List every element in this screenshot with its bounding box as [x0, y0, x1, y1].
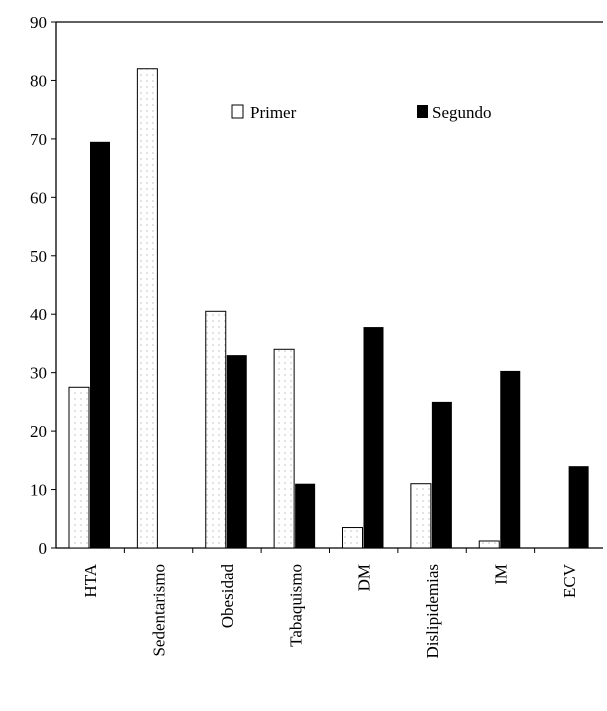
x-category-label: DM — [355, 564, 374, 591]
bar-primer — [136, 68, 158, 549]
y-tick-label: 0 — [39, 539, 48, 558]
bar-segundo — [500, 370, 521, 548]
legend-swatch-primer — [231, 104, 244, 119]
x-axis: HTA Sedentarismo Obesidad Tabaquismo DM Disli… — [81, 548, 579, 658]
bar-segundo — [431, 401, 452, 548]
x-category-label: Dislipidemias — [423, 564, 442, 658]
bar-segundo — [226, 355, 247, 548]
x-category-label: Sedentarismo — [150, 564, 169, 657]
bar-primer — [68, 386, 90, 549]
legend-label-segundo: Segundo — [432, 103, 492, 122]
bar-primer — [205, 310, 227, 549]
y-tick-label: 30 — [30, 364, 47, 383]
x-category-label: Obesidad — [218, 564, 237, 629]
bar-segundo — [363, 327, 384, 548]
bar-segundo — [568, 466, 589, 548]
y-tick-label: 70 — [30, 130, 47, 149]
bar-segundo — [295, 483, 316, 548]
y-tick-label: 40 — [30, 305, 47, 324]
legend-label-primer: Primer — [250, 103, 297, 122]
y-axis: 0 10 20 30 40 50 60 70 80 90 — [30, 13, 56, 558]
legend-swatch-segundo — [417, 105, 428, 118]
y-tick-label: 10 — [30, 481, 47, 500]
x-category-label: HTA — [81, 563, 100, 597]
y-tick-label: 50 — [30, 247, 47, 266]
legend: Primer Segundo — [231, 103, 492, 122]
bars — [68, 68, 589, 549]
y-tick-label: 20 — [30, 422, 47, 441]
bar-segundo — [90, 141, 110, 549]
bar-primer — [478, 540, 500, 549]
bar-primer — [410, 483, 432, 549]
bar-primer — [273, 348, 295, 549]
bar-primer — [342, 527, 363, 549]
x-category-label: Tabaquismo — [286, 564, 305, 647]
x-category-label: ECV — [560, 563, 579, 598]
y-tick-label: 90 — [30, 13, 47, 32]
x-category-label: IM — [491, 564, 510, 585]
y-tick-label: 60 — [30, 188, 47, 207]
y-tick-label: 80 — [30, 71, 47, 90]
